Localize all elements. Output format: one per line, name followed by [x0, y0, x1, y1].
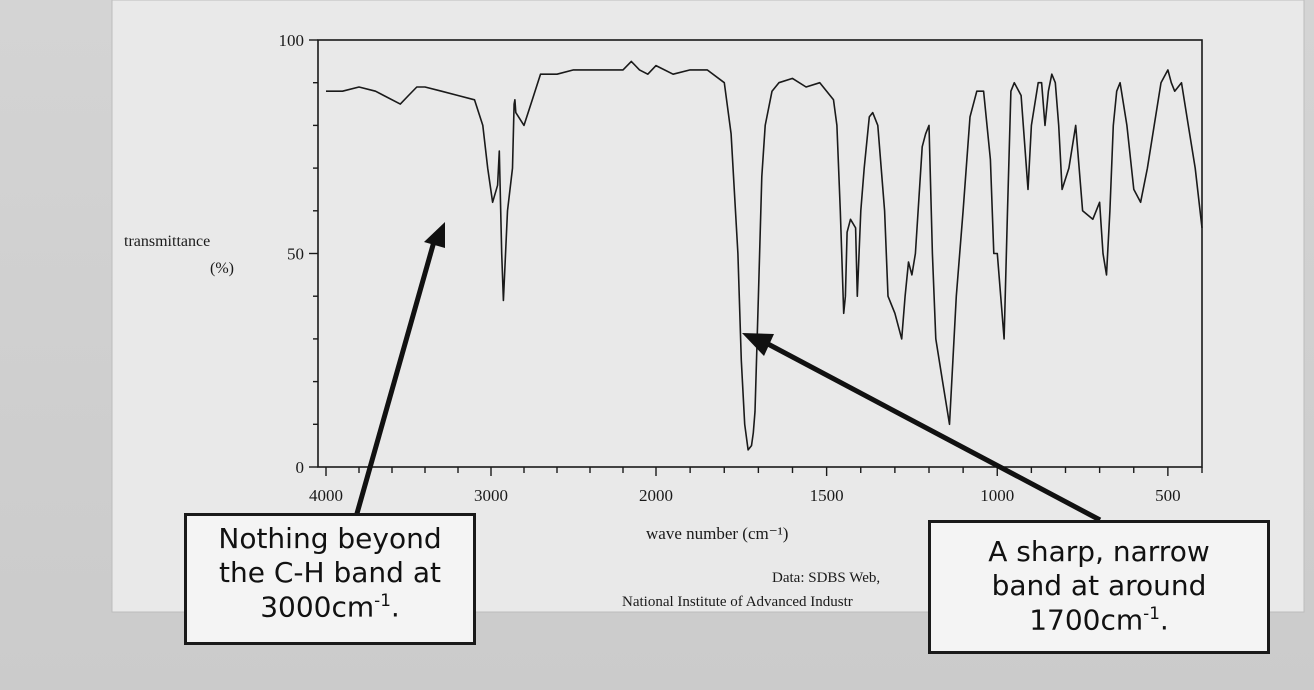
- arrow-left-head: [424, 222, 445, 248]
- callout-right-value: 1700cm: [1029, 603, 1144, 637]
- spectrum-line: [326, 60, 1203, 451]
- callout-left: Nothing beyond the C-H band at 3000cm-1.: [184, 513, 476, 645]
- y-tick-label: 100: [279, 31, 305, 50]
- callout-right-line1: A sharp, narrow: [988, 535, 1210, 568]
- arrow-left-shaft: [353, 237, 438, 518]
- arrow-left: [353, 222, 445, 518]
- x-tick-label: 4000: [309, 486, 343, 505]
- callout-left-line3: 3000cm-1.: [187, 590, 473, 624]
- credit-line-1: Data: SDBS Web,: [772, 570, 881, 586]
- x-tick-label: 3000: [474, 486, 508, 505]
- y-tick-label: 0: [296, 458, 305, 477]
- y-axis: 100 50 0: [279, 31, 318, 477]
- arrow-right-head: [742, 333, 774, 356]
- callout-right: A sharp, narrow band at around 1700cm-1.: [928, 520, 1270, 654]
- y-tick-label: 50: [287, 245, 304, 264]
- callout-left-value: 3000cm: [260, 590, 375, 624]
- x-tick-label: 1000: [980, 486, 1014, 505]
- arrow-right-shaft: [766, 341, 1102, 523]
- y-axis-label-line2: (%): [210, 260, 234, 277]
- credit-line-2: National Institute of Advanced Industr: [622, 594, 853, 610]
- callout-right-line2: band at around: [991, 569, 1207, 603]
- callout-right-end: .: [1159, 603, 1169, 637]
- x-tick-label: 1500: [810, 486, 844, 505]
- x-axis-label: wave number (cm⁻¹): [646, 524, 788, 543]
- callout-left-end: .: [390, 590, 400, 624]
- y-axis-label-line1: transmittance: [124, 233, 210, 250]
- x-axis: 4000 3000 2000 1500 1000 500: [309, 467, 1203, 505]
- arrow-right: [742, 333, 1102, 523]
- x-tick-label: 500: [1155, 486, 1181, 505]
- callout-left-sup: -1: [374, 590, 391, 611]
- callout-right-line3: 1700cm-1.: [931, 603, 1267, 637]
- paper-sheet: [111, 0, 1305, 613]
- callout-left-line1: Nothing beyond: [218, 522, 442, 555]
- callout-left-line2: the C-H band at: [219, 556, 441, 590]
- x-tick-label: 2000: [639, 486, 673, 505]
- callout-right-sup: -1: [1143, 603, 1160, 624]
